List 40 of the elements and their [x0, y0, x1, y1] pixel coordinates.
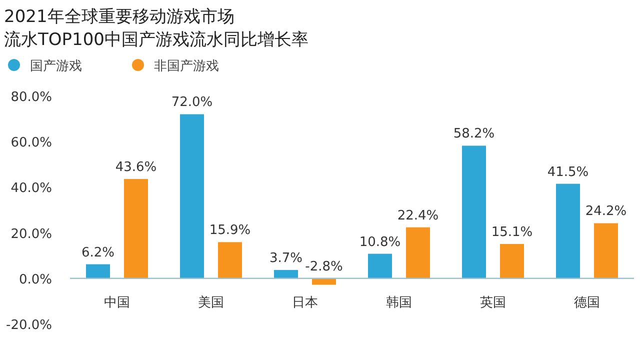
bar — [312, 278, 336, 285]
bar — [368, 254, 392, 278]
data-label: 43.6% — [115, 160, 157, 175]
data-label: 41.5% — [547, 164, 589, 180]
x-tick-label: 英国 — [480, 295, 506, 310]
x-tick-label: 中国 — [104, 295, 130, 310]
bar — [124, 178, 148, 278]
bar — [218, 242, 242, 278]
data-label: -2.8% — [305, 259, 343, 274]
bar — [556, 184, 580, 278]
x-tick-label: 日本 — [292, 295, 318, 310]
y-tick-label: 60.0% — [10, 136, 52, 151]
y-tick-label: 80.0% — [10, 90, 52, 105]
bar — [594, 223, 618, 278]
data-label: 6.2% — [81, 245, 115, 260]
data-label: 58.2% — [453, 126, 495, 142]
y-tick-label: 40.0% — [10, 181, 52, 196]
y-tick-label: 0.0% — [18, 272, 52, 288]
legend-label: 国产游戏 — [30, 59, 82, 74]
bar — [406, 227, 430, 278]
bar — [274, 270, 298, 278]
y-tick-label: -20.0% — [6, 318, 52, 333]
x-tick-label: 韩国 — [386, 295, 412, 310]
x-tick-label: 德国 — [574, 295, 600, 310]
data-label: 24.2% — [585, 204, 627, 220]
data-label: 3.7% — [269, 250, 303, 266]
data-label: 15.9% — [209, 223, 251, 238]
data-label: 22.4% — [397, 208, 439, 224]
x-tick-label: 美国 — [198, 294, 224, 310]
bar — [462, 146, 486, 278]
legend-label: 非国产游戏 — [154, 59, 219, 74]
data-label: 72.0% — [171, 95, 213, 110]
bar — [86, 264, 110, 278]
chart-title: 2021年全球重要移动游戏市场 — [4, 7, 234, 27]
bar — [180, 114, 204, 278]
y-tick-label: 20.0% — [10, 226, 52, 242]
chart-subtitle: 流水TOP100中国产游戏流水同比增长率 — [4, 30, 308, 50]
data-label: 15.1% — [491, 224, 533, 240]
bar — [500, 244, 524, 278]
data-label: 10.8% — [359, 234, 401, 250]
